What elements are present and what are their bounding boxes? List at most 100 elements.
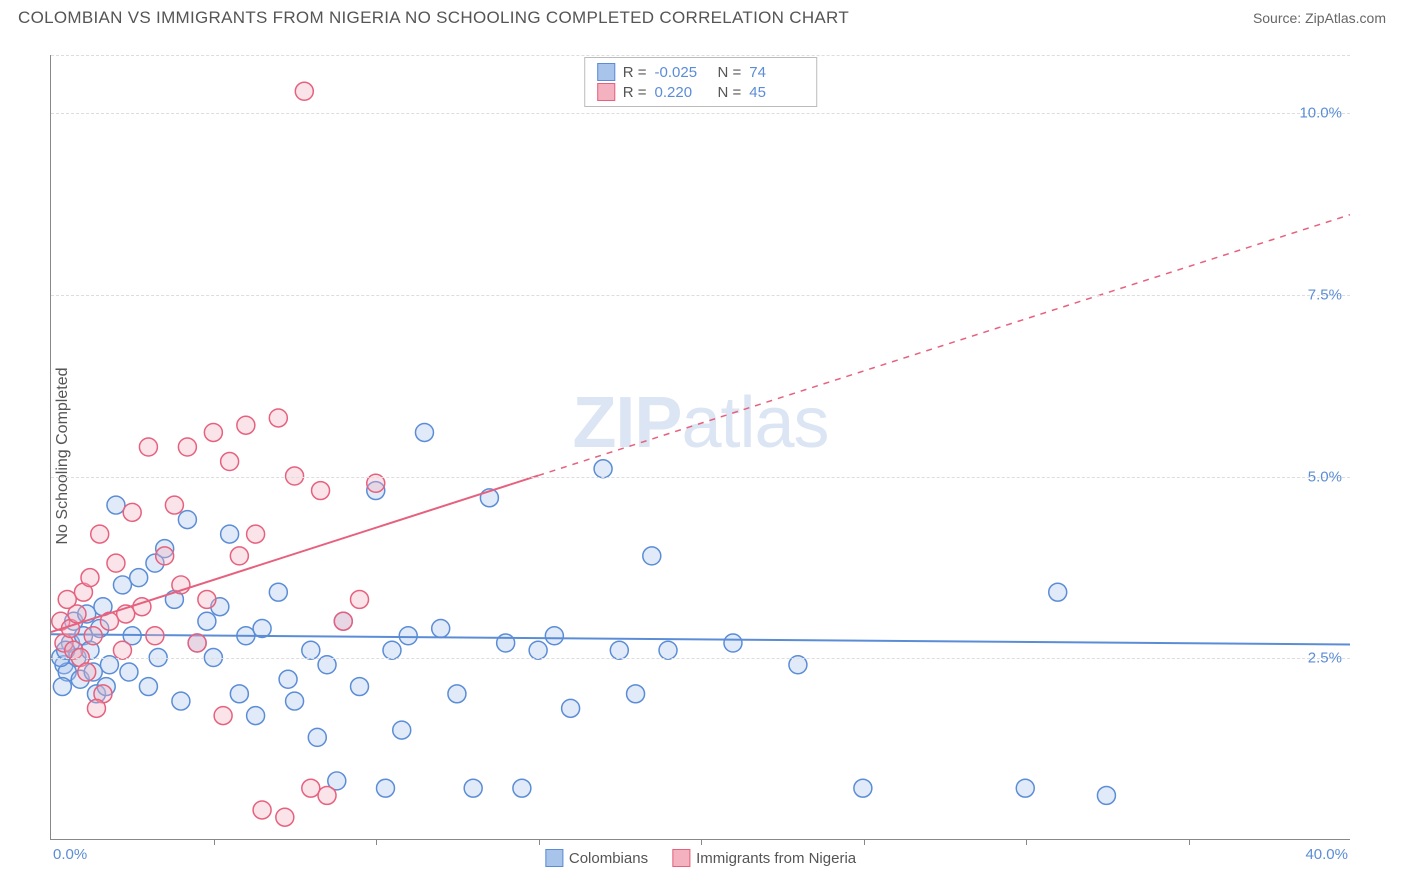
data-point xyxy=(178,438,196,456)
data-point xyxy=(53,678,71,696)
x-tick xyxy=(214,839,215,845)
x-tick xyxy=(701,839,702,845)
data-point xyxy=(318,786,336,804)
data-point xyxy=(383,641,401,659)
y-tick-label: 7.5% xyxy=(1308,286,1342,303)
gridline xyxy=(51,295,1350,296)
y-tick-label: 5.0% xyxy=(1308,468,1342,485)
legend-swatch xyxy=(545,849,563,867)
data-point xyxy=(393,721,411,739)
stat-r-label: R = xyxy=(623,84,647,101)
data-point xyxy=(84,627,102,645)
legend-item: Immigrants from Nigeria xyxy=(672,849,856,867)
data-point xyxy=(91,525,109,543)
stat-r-label: R = xyxy=(623,64,647,81)
data-point xyxy=(237,416,255,434)
data-point xyxy=(87,699,105,717)
stat-n-label: N = xyxy=(718,84,742,101)
series-legend: Colombians Immigrants from Nigeria xyxy=(545,849,856,867)
data-point xyxy=(302,779,320,797)
y-tick-label: 10.0% xyxy=(1299,105,1342,122)
data-point xyxy=(130,569,148,587)
data-point xyxy=(308,728,326,746)
stat-n-value: 74 xyxy=(749,64,804,81)
data-point xyxy=(120,663,138,681)
gridline xyxy=(51,477,1350,478)
data-point xyxy=(253,801,271,819)
data-point xyxy=(529,641,547,659)
data-point xyxy=(247,707,265,725)
data-point xyxy=(279,670,297,688)
data-point xyxy=(269,409,287,427)
data-point xyxy=(295,82,313,100)
data-point xyxy=(253,619,271,637)
data-point xyxy=(351,678,369,696)
stat-n-value: 45 xyxy=(749,84,804,101)
data-point xyxy=(178,511,196,529)
data-point xyxy=(156,547,174,565)
data-point xyxy=(146,627,164,645)
data-point xyxy=(594,460,612,478)
data-point xyxy=(78,663,96,681)
data-point xyxy=(198,590,216,608)
series-swatch xyxy=(597,63,615,81)
data-point xyxy=(230,685,248,703)
data-point xyxy=(188,634,206,652)
data-point xyxy=(221,453,239,471)
data-point xyxy=(643,547,661,565)
regression-line-dashed xyxy=(538,215,1350,476)
data-point xyxy=(198,612,216,630)
data-point xyxy=(1016,779,1034,797)
data-point xyxy=(107,554,125,572)
data-point xyxy=(464,779,482,797)
x-max-label: 40.0% xyxy=(1305,846,1348,863)
stats-row: R = 0.220 N = 45 xyxy=(597,82,805,102)
x-min-label: 0.0% xyxy=(53,846,87,863)
data-point xyxy=(139,678,157,696)
data-point xyxy=(432,619,450,637)
data-point xyxy=(165,496,183,514)
data-point xyxy=(448,685,466,703)
data-point xyxy=(230,547,248,565)
data-point xyxy=(659,641,677,659)
data-point xyxy=(247,525,265,543)
data-point xyxy=(1049,583,1067,601)
data-point xyxy=(221,525,239,543)
data-point xyxy=(724,634,742,652)
stats-row: R = -0.025 N = 74 xyxy=(597,62,805,82)
legend-item: Colombians xyxy=(545,849,648,867)
data-point xyxy=(269,583,287,601)
data-point xyxy=(172,692,190,710)
gridline xyxy=(51,113,1350,114)
data-point xyxy=(312,482,330,500)
x-tick xyxy=(376,839,377,845)
stat-r-value: 0.220 xyxy=(655,84,710,101)
data-point xyxy=(334,612,352,630)
data-point xyxy=(415,423,433,441)
data-point xyxy=(376,779,394,797)
data-point xyxy=(123,503,141,521)
legend-swatch xyxy=(672,849,690,867)
data-point xyxy=(351,590,369,608)
source-attribution: Source: ZipAtlas.com xyxy=(1253,10,1386,26)
data-point xyxy=(497,634,515,652)
data-point xyxy=(68,605,86,623)
data-point xyxy=(107,496,125,514)
data-point xyxy=(113,576,131,594)
data-point xyxy=(204,423,222,441)
data-point xyxy=(139,438,157,456)
data-point xyxy=(399,627,417,645)
series-swatch xyxy=(597,83,615,101)
y-tick-label: 2.5% xyxy=(1308,650,1342,667)
x-tick xyxy=(1189,839,1190,845)
data-point xyxy=(854,779,872,797)
data-point xyxy=(1097,786,1115,804)
data-point xyxy=(81,569,99,587)
data-point xyxy=(610,641,628,659)
data-point xyxy=(562,699,580,717)
scatter-plot-svg xyxy=(51,55,1350,839)
x-tick xyxy=(539,839,540,845)
data-point xyxy=(627,685,645,703)
stat-n-label: N = xyxy=(718,64,742,81)
stat-r-value: -0.025 xyxy=(655,64,710,81)
